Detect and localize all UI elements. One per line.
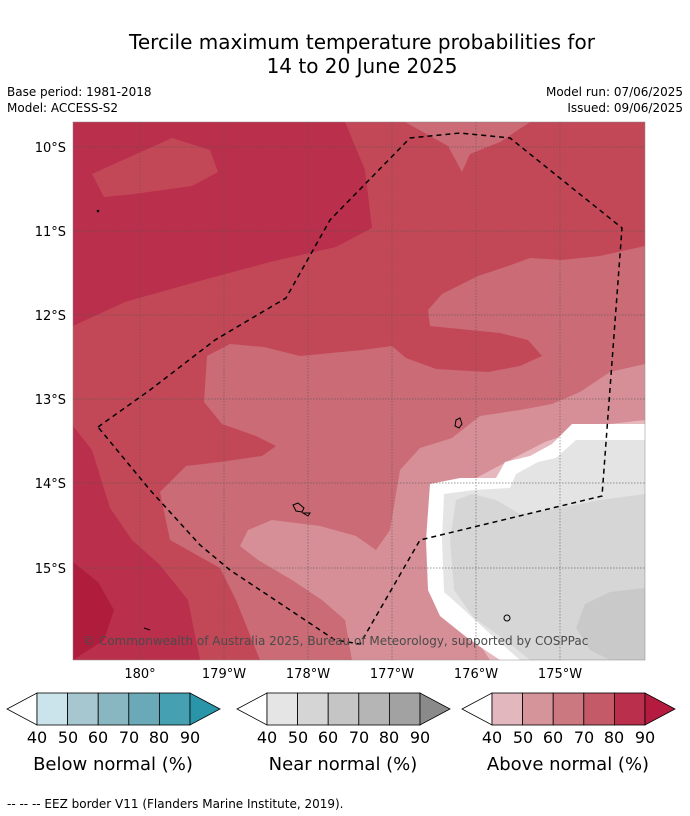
island-south [503, 614, 511, 622]
legends: 40 50 60 70 80 90 Below normal (%) 40 50… [0, 688, 690, 783]
lat-label: 14°S [35, 477, 66, 492]
lat-label: 11°S [35, 225, 66, 240]
colorbar-segment [522, 692, 554, 726]
lon-label: 179°W [202, 667, 246, 680]
legend-label: Above normal (%) [486, 754, 650, 775]
colorbar-extend-low [6, 692, 38, 726]
lat-axis: 10°S 11°S 12°S 13°S 14°S 15°S [35, 141, 66, 577]
colorbar-extend-high [644, 692, 676, 726]
colorbar-below [6, 692, 221, 726]
island-dot [96, 209, 100, 213]
model-run: Model run: 07/06/2025 [545, 85, 683, 99]
tick-label: 80 [603, 728, 625, 747]
base-period: Base period: 1981-2018 [7, 85, 152, 99]
islands [96, 209, 511, 631]
map-frame [72, 121, 646, 661]
lon-axis: 180° 179°W 178°W 177°W 176°W 175°W [124, 667, 582, 680]
region-above-90 [73, 562, 114, 660]
colorbar-segment [491, 692, 524, 726]
lon-label: 175°W [538, 667, 582, 680]
lat-label: 13°S [35, 393, 66, 408]
colorbar-extend-high [419, 692, 451, 726]
tick-label: 80 [378, 728, 400, 747]
lat-label: 15°S [35, 562, 66, 577]
legend-below-normal: 40 50 60 70 80 90 Below normal (%) [6, 688, 236, 783]
tick-label: 60 [87, 728, 109, 747]
colorbar-above [461, 692, 676, 726]
colorbar-near [236, 692, 451, 726]
lon-label: 177°W [370, 667, 414, 680]
tick-label: 70 [348, 728, 370, 747]
tick-label: 40 [481, 728, 503, 747]
island-north [454, 417, 463, 429]
island-cluster [292, 502, 305, 513]
lon-label: 178°W [286, 667, 330, 680]
model-name: Model: ACCESS-S2 [7, 101, 119, 115]
footnote: -- -- -- EEZ border V11 (Flanders Marine… [7, 797, 344, 811]
colorbar-segment [358, 692, 390, 726]
island-southwest [143, 627, 151, 631]
colorbar-segment [97, 692, 130, 726]
map-figure: © Commonwealth of Australia 2025, Bureau… [35, 121, 646, 680]
tick-label: 90 [634, 728, 656, 747]
base-info: Base period: 1981-2018 Model: ACCESS-S2 [7, 84, 152, 116]
eez-border [96, 132, 623, 645]
region-above-70-patch [92, 138, 218, 197]
tick-label: 50 [512, 728, 534, 747]
region-near-70 [576, 588, 645, 660]
tick-label: 90 [409, 728, 431, 747]
tick-label: 60 [317, 728, 339, 747]
map-title: Tercile maximum temperature probabilitie… [0, 30, 690, 78]
tick-label: 50 [57, 728, 79, 747]
colorbar-extend-low [461, 692, 493, 726]
legend-above-normal: 40 50 60 70 80 90 Above normal (%) [461, 688, 690, 783]
tick-label: 40 [256, 728, 278, 747]
legend-label: Below normal (%) [33, 754, 193, 775]
copyright-text: © Commonwealth of Australia 2025, Bureau… [83, 634, 588, 648]
tick-label: 70 [118, 728, 140, 747]
title-line-2: 14 to 20 June 2025 [266, 54, 458, 78]
issued-date: Issued: 09/06/2025 [567, 101, 683, 115]
colorbar-extend-high [189, 692, 221, 726]
colorbar-segment [158, 692, 191, 726]
colorbar-segment [67, 692, 99, 726]
run-info: Model run: 07/06/2025 Issued: 09/06/2025 [546, 84, 683, 116]
lon-label: 176°W [454, 667, 498, 680]
title-line-1: Tercile maximum temperature probabilitie… [129, 30, 595, 54]
grid-lines [73, 122, 645, 660]
colorbar-segment [36, 692, 69, 726]
lon-label: 180° [124, 667, 155, 680]
colorbar-segment [297, 692, 329, 726]
tick-label: 50 [287, 728, 309, 747]
tick-label: 60 [542, 728, 564, 747]
colorbar-segment [552, 692, 585, 726]
colorbar-extend-low [236, 692, 268, 726]
probability-field: © Commonwealth of Australia 2025, Bureau… [73, 122, 645, 660]
legend-near-normal: 40 50 60 70 80 90 Near normal (%) [236, 688, 466, 783]
island-cluster-small [301, 512, 311, 517]
tick-label: 90 [179, 728, 201, 747]
colorbar-segment [613, 692, 646, 726]
colorbar-segment [388, 692, 421, 726]
legend-label: Near normal (%) [268, 754, 418, 775]
lat-label: 12°S [35, 309, 66, 324]
tick-label: 70 [573, 728, 595, 747]
lat-label: 10°S [35, 141, 66, 156]
tick-label: 40 [26, 728, 48, 747]
colorbar-segment [583, 692, 615, 726]
colorbar-segment [327, 692, 360, 726]
colorbar-segment [128, 692, 160, 726]
colorbar-segment [266, 692, 299, 726]
tick-label: 80 [148, 728, 170, 747]
